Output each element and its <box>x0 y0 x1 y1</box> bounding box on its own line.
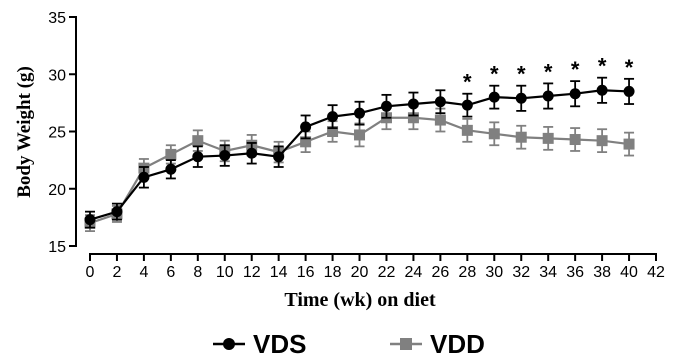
legend-marker-vdd <box>400 338 412 350</box>
data-point-vds <box>488 91 500 103</box>
data-point-vdd <box>354 129 366 141</box>
significance-star: * <box>490 62 499 87</box>
y-tick-label: 35 <box>48 10 66 27</box>
legend-item-vdd: VDD <box>390 329 485 358</box>
data-point-vds <box>300 121 312 133</box>
data-point-vdd <box>327 126 339 137</box>
x-tick-label: 26 <box>431 264 449 281</box>
data-point-vdd <box>623 138 635 150</box>
x-tick-label: 28 <box>458 264 476 281</box>
x-tick-label: 36 <box>566 264 584 281</box>
data-point-vdd <box>461 124 473 136</box>
legend-label-vdd: VDD <box>430 329 485 358</box>
x-tick-label: 24 <box>405 264 423 281</box>
x-tick-label: 0 <box>86 264 95 281</box>
x-tick-label: 12 <box>243 264 261 281</box>
data-point-vds <box>434 96 446 108</box>
significance-star: * <box>517 62 526 87</box>
data-point-vds <box>569 88 581 100</box>
data-point-vds <box>219 150 231 162</box>
legend-marker-vds <box>223 338 235 350</box>
x-tick-label: 8 <box>193 264 202 281</box>
x-tick-label: 18 <box>324 264 342 281</box>
data-point-vdd <box>300 136 312 148</box>
data-point-vds <box>380 100 392 112</box>
y-tick-label: 25 <box>48 125 66 142</box>
legend: VDS VDD <box>213 329 485 358</box>
series-layer <box>84 76 635 233</box>
data-point-vdd <box>434 114 446 126</box>
x-tick-label: 10 <box>216 264 234 281</box>
data-point-vds <box>165 163 177 175</box>
y-tick-label: 15 <box>48 239 66 256</box>
data-point-vds <box>461 99 473 111</box>
data-point-vds <box>542 90 554 102</box>
data-point-vds <box>327 111 339 123</box>
data-point-vds <box>246 147 258 159</box>
data-point-vds <box>407 98 419 110</box>
y-axis-title: Body Weight (g) <box>14 66 35 198</box>
data-point-vdd <box>569 134 581 146</box>
data-point-vds <box>623 85 635 97</box>
data-point-vdd <box>515 131 527 143</box>
significance-star: * <box>625 55 634 80</box>
legend-item-vds: VDS <box>213 329 306 358</box>
x-tick-label: 30 <box>485 264 503 281</box>
significance-star: * <box>571 57 580 82</box>
significance-star: * <box>544 59 553 84</box>
x-tick-label: 22 <box>378 264 396 281</box>
data-point-vds <box>515 92 527 104</box>
significance-star: * <box>463 70 472 95</box>
legend-label-vds: VDS <box>253 329 306 358</box>
data-point-vds <box>111 206 123 218</box>
data-point-vds <box>273 151 285 163</box>
significance-star: * <box>598 54 607 79</box>
data-point-vdd <box>542 132 554 144</box>
data-point-vdd <box>407 112 419 124</box>
x-axis-title: Time (wk) on diet <box>284 289 436 311</box>
x-tick-label: 42 <box>647 264 665 281</box>
x-tick-label: 34 <box>539 264 557 281</box>
data-point-vdd <box>488 128 500 140</box>
data-point-vds <box>84 214 96 226</box>
data-point-vds <box>192 151 204 163</box>
x-tick-label: 16 <box>297 264 315 281</box>
data-point-vds <box>138 171 150 183</box>
data-point-vds <box>596 84 608 96</box>
x-tick-label: 38 <box>593 264 611 281</box>
x-tick-label: 6 <box>166 264 175 281</box>
y-tick-label: 30 <box>48 67 66 84</box>
x-tick-label: 4 <box>139 264 148 281</box>
x-tick-label: 14 <box>270 264 288 281</box>
x-tick-label: 40 <box>620 264 638 281</box>
x-tick-label: 32 <box>512 264 530 281</box>
y-tick-label: 20 <box>48 182 66 199</box>
data-point-vds <box>354 107 366 119</box>
x-tick-label: 2 <box>112 264 121 281</box>
data-point-vdd <box>596 135 608 147</box>
x-tick-label: 20 <box>351 264 369 281</box>
data-point-vdd <box>192 135 204 147</box>
data-point-vdd <box>165 148 177 160</box>
significance-annotations: * * * * * * * <box>463 54 634 95</box>
series-vds <box>84 76 635 229</box>
